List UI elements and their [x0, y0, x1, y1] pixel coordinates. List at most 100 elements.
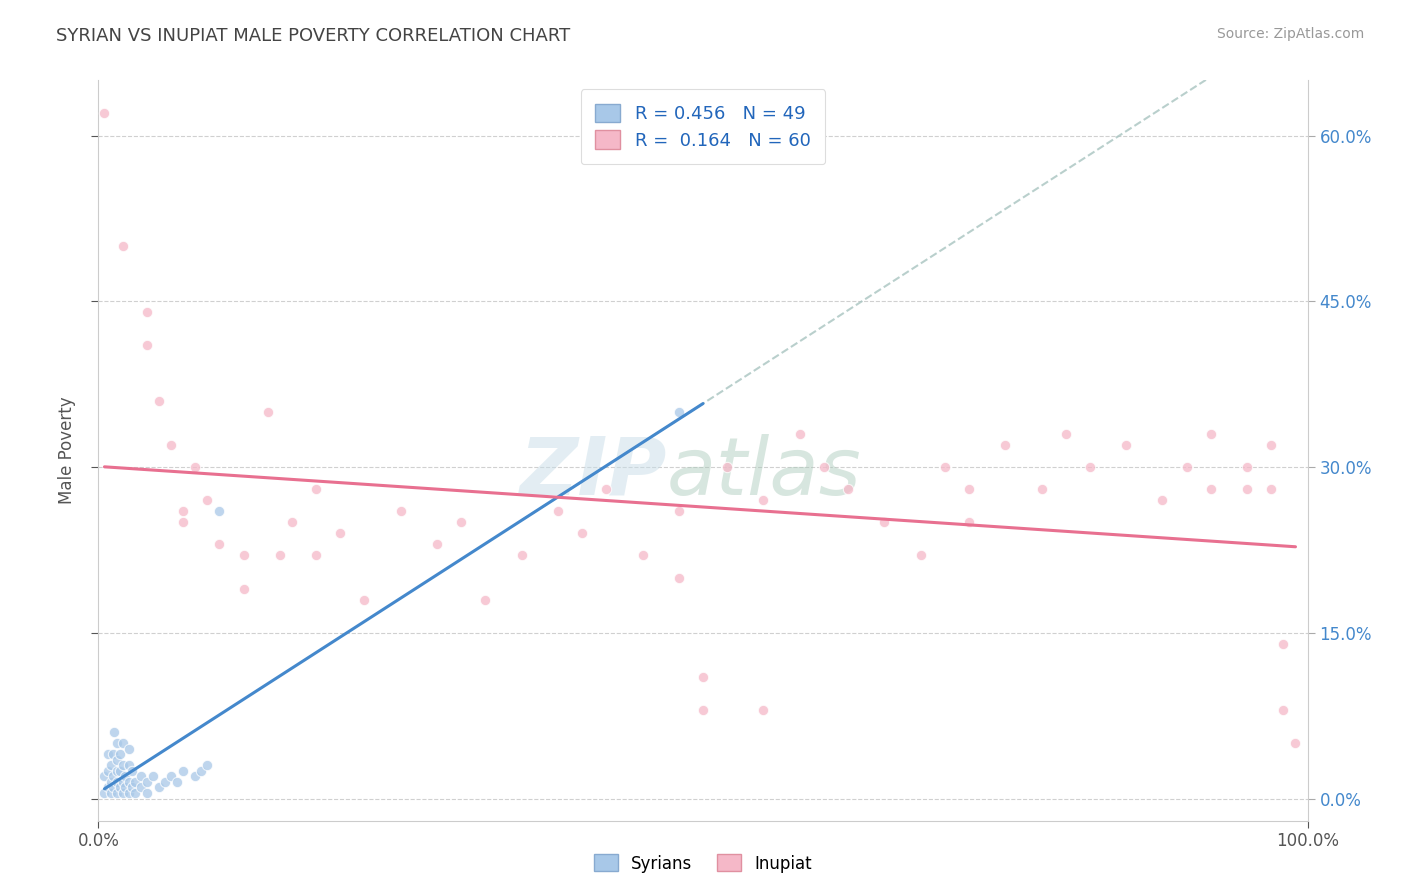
Point — [172, 764, 194, 778]
Point — [957, 516, 980, 530]
Point — [305, 482, 328, 496]
Point — [124, 786, 146, 800]
Point — [135, 305, 157, 319]
Point — [105, 775, 128, 789]
Point — [595, 482, 617, 496]
Point — [105, 786, 128, 800]
Point — [994, 438, 1017, 452]
Point — [547, 504, 569, 518]
Point — [108, 764, 131, 778]
Point — [129, 780, 152, 795]
Point — [692, 703, 714, 717]
Point — [1272, 637, 1295, 651]
Legend: Syrians, Inupiat: Syrians, Inupiat — [588, 847, 818, 880]
Point — [631, 549, 654, 563]
Point — [668, 405, 690, 419]
Point — [910, 549, 932, 563]
Point — [305, 549, 328, 563]
Point — [101, 769, 124, 783]
Point — [1284, 736, 1306, 750]
Point — [1078, 460, 1101, 475]
Point — [510, 549, 533, 563]
Point — [195, 493, 218, 508]
Point — [474, 592, 496, 607]
Point — [1199, 482, 1222, 496]
Point — [118, 741, 141, 756]
Point — [93, 786, 115, 800]
Point — [716, 460, 738, 475]
Point — [837, 482, 859, 496]
Point — [100, 786, 122, 800]
Point — [93, 769, 115, 783]
Point — [329, 526, 352, 541]
Point — [934, 460, 956, 475]
Point — [1260, 482, 1282, 496]
Point — [111, 239, 134, 253]
Point — [111, 736, 134, 750]
Point — [269, 549, 291, 563]
Point — [97, 764, 120, 778]
Point — [1260, 438, 1282, 452]
Point — [118, 775, 141, 789]
Point — [873, 516, 896, 530]
Point — [1031, 482, 1053, 496]
Point — [692, 670, 714, 684]
Point — [813, 460, 835, 475]
Point — [105, 753, 128, 767]
Point — [118, 758, 141, 772]
Y-axis label: Male Poverty: Male Poverty — [58, 397, 76, 504]
Point — [148, 780, 170, 795]
Point — [114, 780, 136, 795]
Point — [195, 758, 218, 772]
Text: Source: ZipAtlas.com: Source: ZipAtlas.com — [1216, 27, 1364, 41]
Point — [166, 775, 188, 789]
Point — [353, 592, 375, 607]
Point — [789, 426, 811, 441]
Point — [105, 764, 128, 778]
Text: SYRIAN VS INUPIAT MALE POVERTY CORRELATION CHART: SYRIAN VS INUPIAT MALE POVERTY CORRELATI… — [56, 27, 571, 45]
Point — [1236, 460, 1258, 475]
Point — [160, 438, 183, 452]
Legend: R = 0.456   N = 49, R =  0.164   N = 60: R = 0.456 N = 49, R = 0.164 N = 60 — [581, 89, 825, 164]
Point — [100, 775, 122, 789]
Point — [111, 786, 134, 800]
Point — [752, 703, 775, 717]
Point — [103, 725, 125, 739]
Point — [208, 504, 231, 518]
Point — [108, 747, 131, 762]
Point — [135, 786, 157, 800]
Point — [100, 758, 122, 772]
Point — [121, 780, 143, 795]
Point — [426, 537, 449, 551]
Point — [232, 582, 254, 596]
Point — [1236, 482, 1258, 496]
Point — [1115, 438, 1137, 452]
Point — [108, 780, 131, 795]
Point — [668, 504, 690, 518]
Point — [752, 493, 775, 508]
Text: ZIP: ZIP — [519, 434, 666, 512]
Point — [1199, 426, 1222, 441]
Point — [281, 516, 304, 530]
Point — [389, 504, 412, 518]
Point — [93, 106, 115, 120]
Point — [190, 764, 212, 778]
Point — [232, 549, 254, 563]
Point — [184, 460, 207, 475]
Point — [571, 526, 593, 541]
Point — [101, 747, 124, 762]
Point — [135, 775, 157, 789]
Point — [97, 747, 120, 762]
Point — [1054, 426, 1077, 441]
Point — [111, 758, 134, 772]
Point — [160, 769, 183, 783]
Point — [121, 764, 143, 778]
Point — [668, 570, 690, 584]
Point — [124, 775, 146, 789]
Point — [172, 504, 194, 518]
Point — [153, 775, 176, 789]
Point — [256, 405, 278, 419]
Point — [135, 338, 157, 352]
Point — [101, 780, 124, 795]
Point — [1272, 703, 1295, 717]
